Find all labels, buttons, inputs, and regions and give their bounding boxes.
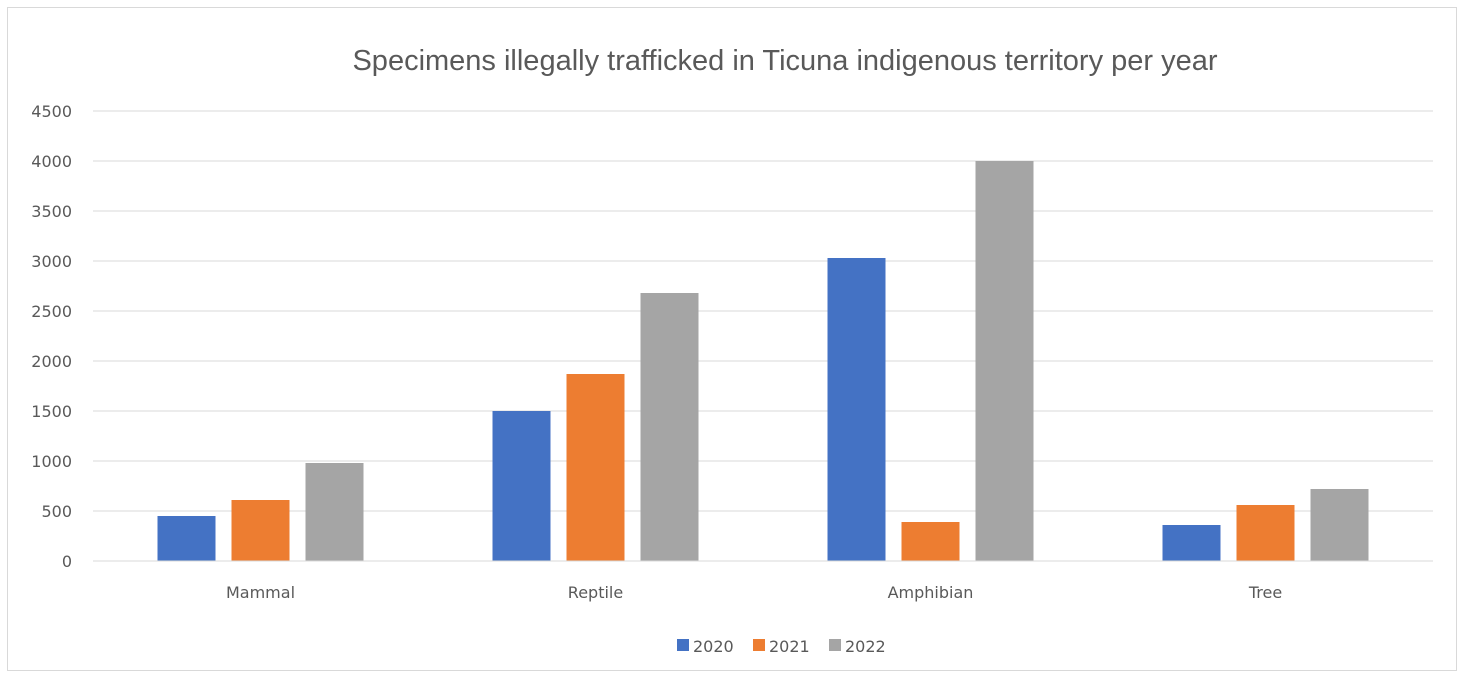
x-category-label: Reptile: [568, 583, 623, 602]
bar-2021-reptile: [566, 374, 625, 561]
chart-title: Specimens illegally trafficked in Ticuna…: [352, 45, 1217, 77]
legend-swatch-2021: [753, 639, 765, 651]
legend-swatch-2022: [829, 639, 841, 651]
bar-2021-tree: [1236, 505, 1295, 561]
x-category-label: Tree: [1248, 583, 1282, 602]
bars: [157, 161, 1369, 561]
y-tick-label: 2000: [31, 352, 72, 371]
legend-label-2020: 2020: [693, 637, 734, 656]
y-tick-label: 3500: [31, 202, 72, 221]
y-tick-label: 500: [41, 502, 72, 521]
y-tick-label: 4000: [31, 152, 72, 171]
y-tick-label: 3000: [31, 252, 72, 271]
x-category-label: Mammal: [226, 583, 295, 602]
bar-2022-reptile: [640, 293, 699, 561]
bar-2020-tree: [1162, 525, 1221, 561]
y-tick-label: 0: [62, 552, 72, 571]
bar-2020-reptile: [492, 411, 551, 561]
y-tick-label: 1500: [31, 402, 72, 421]
legend-label-2021: 2021: [769, 637, 810, 656]
bar-2022-amphibian: [975, 161, 1034, 561]
y-tick-label: 4500: [31, 102, 72, 121]
y-tick-label: 1000: [31, 452, 72, 471]
legend: 2020 2021 2022: [677, 637, 886, 656]
bar-2020-mammal: [157, 516, 216, 561]
bar-2021-mammal: [231, 500, 290, 561]
gridlines: [93, 110, 1433, 512]
y-tick-label: 2500: [31, 302, 72, 321]
x-category-label: Amphibian: [888, 583, 974, 602]
x-axis-categories: Mammal Reptile Amphibian Tree: [226, 583, 1282, 602]
bar-2022-mammal: [305, 463, 364, 561]
bar-2021-amphibian: [901, 522, 960, 561]
y-axis-ticks: 0 500 1000 1500 2000 2500 3000 3500 4000 4500: [31, 102, 72, 571]
legend-label-2022: 2022: [845, 637, 886, 656]
bar-2022-tree: [1310, 489, 1369, 561]
bar-2020-amphibian: [827, 258, 886, 561]
legend-swatch-2020: [677, 639, 689, 651]
